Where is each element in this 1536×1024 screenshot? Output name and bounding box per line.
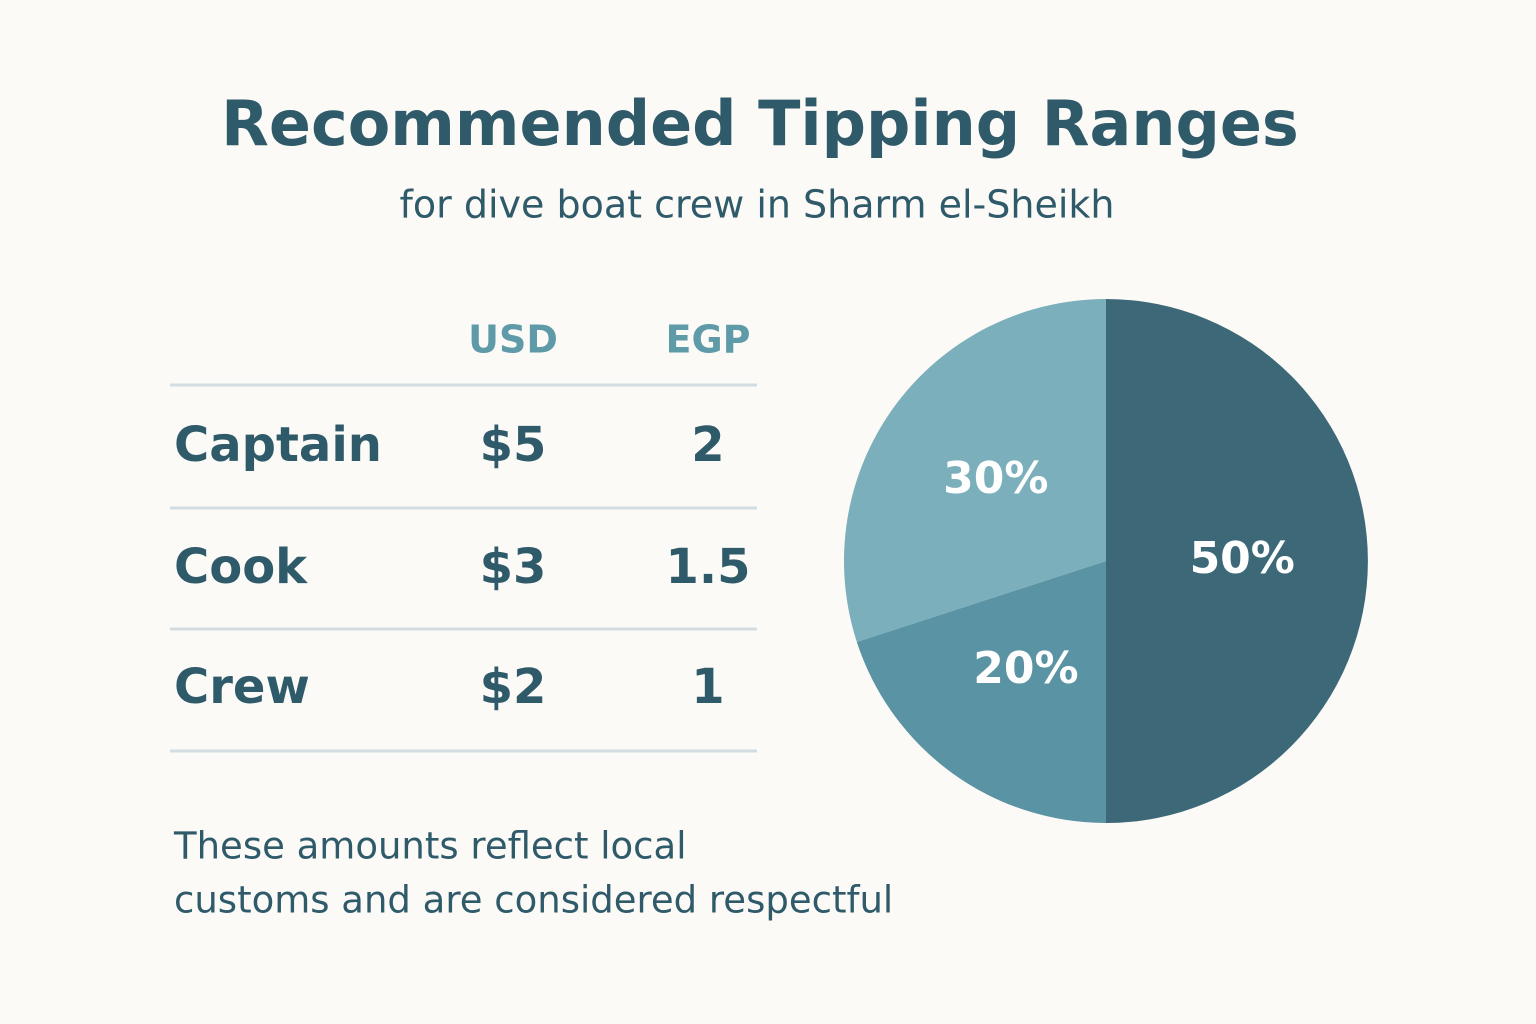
table-cell: $5	[480, 417, 547, 473]
row-label: Crew	[174, 659, 310, 715]
pie-slice	[1106, 299, 1368, 823]
table-cell: $2	[480, 659, 547, 715]
row-label: Captain	[174, 417, 382, 473]
slice-label: 50%	[1190, 533, 1295, 584]
pie-slice	[843, 299, 1106, 642]
note: These amounts reflect local	[173, 825, 686, 868]
slice-label: 20%	[973, 643, 1078, 694]
pie-slice	[856, 561, 1106, 823]
subtitle: for dive boat crew in Sharm el-Sheikh	[400, 183, 1115, 227]
table-cell: 2	[691, 417, 724, 473]
title: Recommended Tipping Ranges	[221, 87, 1299, 160]
table-cell: 1.5	[665, 539, 750, 595]
row-label: Cook	[174, 539, 308, 595]
note: customs and are considered respectful	[174, 879, 893, 922]
column-header: USD	[468, 318, 558, 362]
column-header: EGP	[666, 318, 751, 362]
slice-label: 30%	[943, 453, 1048, 504]
table-cell: $3	[480, 539, 547, 595]
table-cell: 1	[691, 659, 724, 715]
